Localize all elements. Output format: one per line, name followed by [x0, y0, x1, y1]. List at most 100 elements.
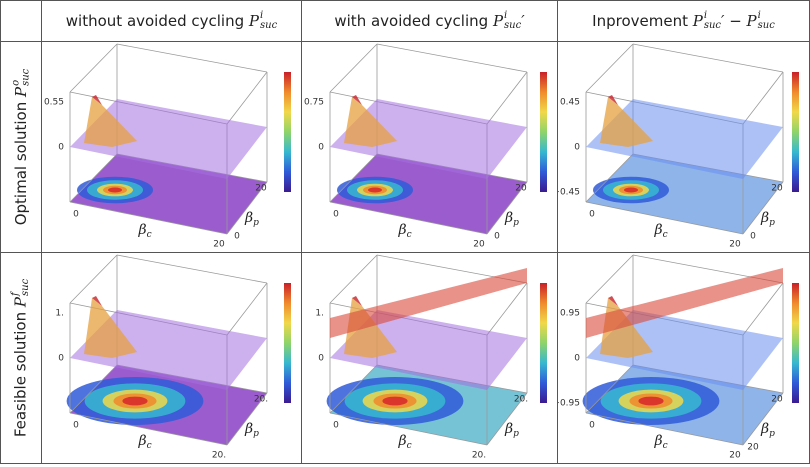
x-tick-label: 0: [73, 210, 79, 220]
box-edge: [586, 44, 633, 92]
axis-symbol: β: [504, 421, 513, 437]
box-edge: [117, 255, 267, 283]
axis-label: βp: [504, 210, 519, 228]
x-tick-label: 0: [589, 210, 595, 220]
x-tick-label: 0: [73, 421, 79, 431]
axis-subscript: c: [663, 230, 668, 240]
box-edge: [117, 44, 267, 72]
axis-symbol: β: [138, 222, 147, 238]
axis-label: βc: [398, 433, 412, 451]
symbol: P: [747, 12, 757, 30]
row-header: Feasible solution Pfsuc: [0, 253, 42, 464]
axis-label: βc: [398, 222, 412, 240]
axis-subscript: p: [253, 218, 259, 228]
heat-blob: [382, 397, 407, 406]
y-tick-label: 20: [515, 184, 527, 194]
symbol: P: [249, 12, 259, 30]
plot-3d: 0.750020200βcβp: [302, 42, 557, 252]
z-tick-label: 1.: [315, 309, 324, 319]
heat-blob: [624, 188, 638, 193]
heat-blob: [638, 397, 663, 406]
z-tick-label: −0.45: [558, 188, 580, 198]
axis-label: βc: [654, 433, 668, 451]
y-tick-label: 20: [255, 184, 267, 194]
header-text: with avoided cycling: [334, 12, 488, 30]
axis-symbol: β: [654, 222, 663, 238]
z-tick-label: 0: [318, 143, 324, 153]
subscript: suc: [21, 279, 31, 296]
symbol: P: [693, 12, 703, 30]
axis-symbol: β: [398, 222, 407, 238]
z-tick-label: 0: [574, 143, 580, 153]
box-edge: [330, 44, 377, 92]
box-edge: [70, 44, 117, 92]
axis-label: βc: [138, 433, 152, 451]
axis-subscript: c: [407, 441, 412, 451]
axis-label: βp: [504, 421, 519, 439]
axis-subscript: p: [513, 218, 519, 228]
colorbar: [540, 283, 547, 403]
box-edge: [70, 255, 117, 303]
plot-3d: 1.0020.20.βcβp: [42, 253, 301, 463]
z-tick-label: 0: [58, 354, 64, 364]
box-edge: [633, 44, 783, 72]
corner-cell: [0, 0, 42, 42]
box-edge: [586, 255, 633, 303]
colorbar: [792, 283, 799, 403]
z-tick-label: −0.95: [558, 399, 580, 409]
colorbar: [792, 72, 799, 192]
box-edge: [330, 255, 377, 303]
box-edge: [227, 72, 267, 124]
prime: ′: [521, 12, 524, 30]
axis-subscript: p: [513, 429, 519, 439]
axis-label: βp: [244, 210, 259, 228]
x-tick-label: 0: [333, 210, 339, 220]
x-tick-label: 20: [729, 451, 741, 461]
y-tick-label: 20.: [514, 395, 528, 405]
subscript: suc: [504, 21, 521, 31]
x-tick-label: 0: [589, 421, 595, 431]
axis-label: βp: [760, 421, 775, 439]
plot-cell: 1.0020.20.βcβp: [302, 253, 558, 464]
subscript: suc: [704, 21, 721, 31]
axis-symbol: β: [138, 433, 147, 449]
heat-blob: [108, 188, 122, 193]
heat-blob: [122, 397, 147, 406]
z-tick-label: 1.: [55, 309, 64, 319]
axis-symbol: β: [398, 433, 407, 449]
row-header: Optimal solution Posuc: [0, 42, 42, 253]
axis-symbol: β: [760, 421, 769, 437]
axis-subscript: p: [253, 429, 259, 439]
axis-symbol: β: [504, 210, 513, 226]
axis-subscript: c: [407, 230, 412, 240]
axis-label: βp: [244, 421, 259, 439]
box-edge: [743, 72, 783, 124]
box-edge: [227, 283, 267, 335]
plot-cell: 0.550020200βcβp: [42, 42, 302, 253]
z-tick-label: 0.45: [560, 98, 580, 108]
axis-symbol: β: [244, 210, 253, 226]
colorbar: [284, 283, 291, 403]
box-edge: [487, 72, 527, 124]
y-tick-label: 20: [771, 395, 783, 405]
y-tick-label: 0: [494, 232, 500, 242]
z-tick-label: 0.95: [560, 309, 580, 319]
axis-symbol: β: [654, 433, 663, 449]
axis-subscript: c: [663, 441, 668, 451]
y-tick-label: 0: [234, 232, 240, 242]
axis-symbol: β: [244, 421, 253, 437]
colorbar: [284, 72, 291, 192]
heat-blob: [368, 188, 382, 193]
y-tick-label: 20.: [254, 395, 268, 405]
subscript: suc: [758, 21, 775, 31]
z-tick-label: 0: [58, 143, 64, 153]
z-tick-label: 0.55: [44, 98, 64, 108]
axis-label: βc: [138, 222, 152, 240]
box-edge: [377, 44, 527, 72]
